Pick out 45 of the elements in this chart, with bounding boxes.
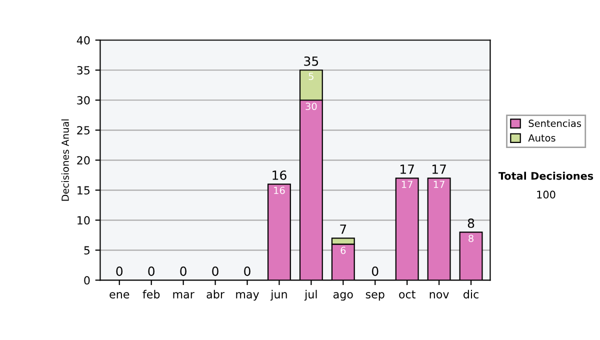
data-label: 6 <box>340 246 346 254</box>
y-tick-label: 0 <box>84 276 90 285</box>
legend-label: Autos <box>528 134 556 142</box>
y-tick-label: 40 <box>76 36 90 44</box>
total-label: 16 <box>272 170 286 180</box>
y-tick-label: 25 <box>77 126 90 135</box>
y-tick-label: 10 <box>78 216 90 225</box>
total-label: 17 <box>400 164 414 174</box>
text: Total Decisiones <box>498 172 594 180</box>
x-tick-label: nov <box>430 292 449 298</box>
total-label: 0 <box>244 266 250 276</box>
total-label: 8 <box>468 218 474 228</box>
x-tick-label: jun <box>270 290 287 301</box>
data-label: 8 <box>468 234 474 242</box>
y-tick-label: 35 <box>77 66 90 75</box>
total-label: 17 <box>432 164 446 174</box>
y-tick-label: 15 <box>78 186 90 195</box>
x-tick-label: abr <box>206 290 224 298</box>
data-label: 16 <box>274 186 285 194</box>
total-label: 7 <box>340 224 346 234</box>
x-tick-label: sep <box>366 292 384 301</box>
total-label: 0 <box>372 266 378 276</box>
total-label: 35 <box>304 56 318 66</box>
y-tick-label: 30 <box>77 96 90 105</box>
total-label: 0 <box>116 266 123 276</box>
data-label: 30 <box>306 102 317 110</box>
data-label: 5 <box>308 72 314 80</box>
data-label: 17 <box>402 180 412 188</box>
y-tick-label: 5 <box>84 246 90 255</box>
y-tick-label: 20 <box>77 156 90 165</box>
x-tick-label: ene <box>110 292 130 298</box>
y-axis-title: Decisiones Anual <box>61 119 69 201</box>
x-tick-label: jul <box>304 290 317 301</box>
total-label: 0 <box>180 266 186 276</box>
data-label: 17 <box>434 180 444 188</box>
x-tick-label: feb <box>142 290 160 298</box>
x-tick-label: mar <box>173 292 194 298</box>
text: 100 <box>537 190 556 199</box>
total-label: 0 <box>148 266 154 276</box>
x-tick-label: may <box>236 292 260 301</box>
x-tick-label: oct <box>399 290 416 298</box>
x-tick-label: ago <box>333 292 353 301</box>
legend-label: Sentencias <box>528 119 582 128</box>
x-tick-label: dic <box>464 290 478 298</box>
total-label: 0 <box>212 266 218 276</box>
